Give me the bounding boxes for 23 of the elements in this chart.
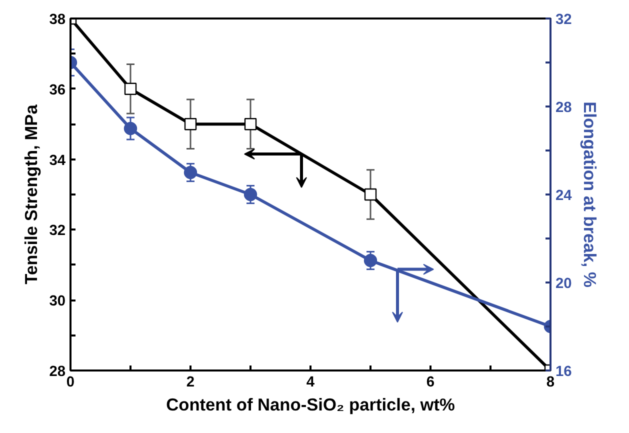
point [184,166,198,180]
x-tick-label: 4 [306,374,316,390]
y-tick-label: 36 [49,82,66,98]
y-tick-label: 28 [49,364,66,380]
y-axis-title: Tensile Strength, MPa [21,104,42,284]
x-tick-label: 0 [66,374,75,390]
x-axis-title: Content of Nano-SiO₂ particle, wt% [166,394,455,414]
y2-tick-label: 16 [556,364,572,380]
y2-tick-label: 20 [556,276,572,292]
y-tick-label: 38 [49,12,66,28]
x-tick-label: 6 [426,374,435,390]
y2-tick-label: 28 [556,100,572,116]
x-tick-label: 8 [546,374,555,390]
point [244,188,258,202]
y2-tick-label: 32 [556,12,572,28]
x-tick-label: 2 [186,374,195,390]
y-tick-label: 30 [49,294,66,310]
y2-tick-label: 24 [556,188,573,204]
y-tick-label: 34 [49,152,66,169]
point [124,122,138,136]
y2-axis-title: Elongation at break, % [580,102,600,288]
point [364,254,378,268]
y-tick-label: 32 [49,223,66,240]
